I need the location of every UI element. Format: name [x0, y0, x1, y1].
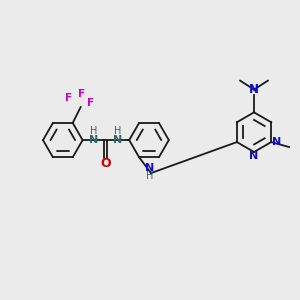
Text: F: F: [87, 98, 94, 108]
Text: N: N: [146, 163, 154, 173]
Text: H: H: [90, 126, 97, 136]
Text: N: N: [249, 151, 259, 161]
Text: O: O: [100, 158, 111, 170]
Text: N: N: [272, 137, 281, 147]
Text: N: N: [89, 135, 98, 145]
Text: H: H: [114, 126, 121, 136]
Text: F: F: [78, 89, 85, 99]
Text: N: N: [113, 135, 122, 145]
Text: H: H: [146, 171, 154, 181]
Text: F: F: [65, 93, 72, 103]
Text: N: N: [249, 83, 259, 96]
